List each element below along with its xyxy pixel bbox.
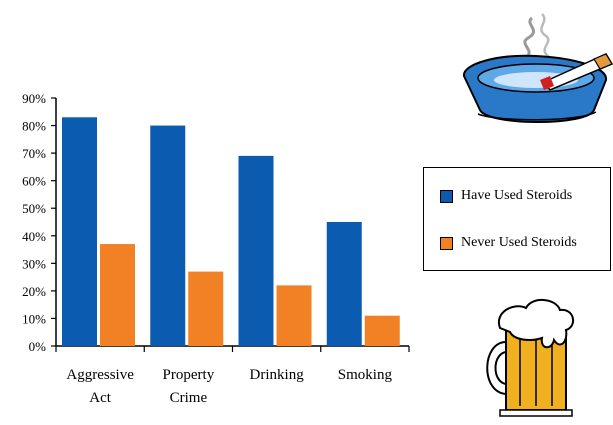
x-axis: Aggressive Act Property Crime Drinking Smokin…	[55, 345, 410, 406]
bar-aggressive-act-never-used-steroids	[100, 244, 135, 346]
x-tick-label-aggressive-act: Act	[89, 390, 111, 406]
ashtray-icon	[463, 13, 613, 123]
legend-swatch-orange	[440, 236, 453, 250]
bar-aggressive-act-have-used-steroids	[62, 117, 97, 347]
y-tick-label: 80%	[22, 119, 46, 134]
legend-swatch-blue	[440, 189, 453, 203]
x-tick-label-drinking: Drinking	[250, 367, 305, 383]
bar-drinking-never-used-steroids	[276, 285, 312, 346]
x-tick-label-property-crime: Crime	[170, 390, 208, 406]
y-tick-label: 20%	[22, 284, 46, 299]
y-tick-label: 30%	[22, 256, 46, 271]
bar-smoking-never-used-steroids	[364, 315, 400, 346]
y-tick-label: 60%	[22, 174, 46, 189]
legend: Have Used Steroids Never Used Steroids	[423, 167, 611, 271]
y-tick-label: 0%	[29, 339, 47, 354]
y-tick-label: 40%	[22, 229, 46, 244]
bar-property-crime-have-used-steroids	[150, 125, 186, 346]
x-tick-label-smoking: Smoking	[338, 367, 393, 383]
y-tick-label: 90%	[22, 91, 46, 106]
legend-item-never-used: Never Used Steroids	[440, 235, 577, 251]
legend-label-have-used: Have Used Steroids	[461, 188, 573, 203]
legend-item-have-used: Have Used Steroids	[440, 188, 572, 204]
y-tick-label: 10%	[22, 311, 46, 326]
y-tick-label: 70%	[22, 146, 46, 161]
legend-label-never-used: Never Used Steroids	[461, 235, 577, 250]
bar-property-crime-never-used-steroids	[188, 271, 224, 346]
x-tick-label-property-crime: Property	[163, 367, 215, 383]
bar-drinking-have-used-steroids	[238, 155, 274, 346]
y-tick-label: 50%	[22, 201, 46, 216]
y-axis: 0% 10% 20% 30% 40% 50% 60% 70% 80% 90%	[22, 91, 57, 354]
beer-mug-icon	[486, 299, 575, 417]
bar-smoking-have-used-steroids	[326, 222, 362, 346]
x-tick-label-aggressive-act: Aggressive	[66, 367, 134, 383]
bars	[62, 117, 400, 347]
